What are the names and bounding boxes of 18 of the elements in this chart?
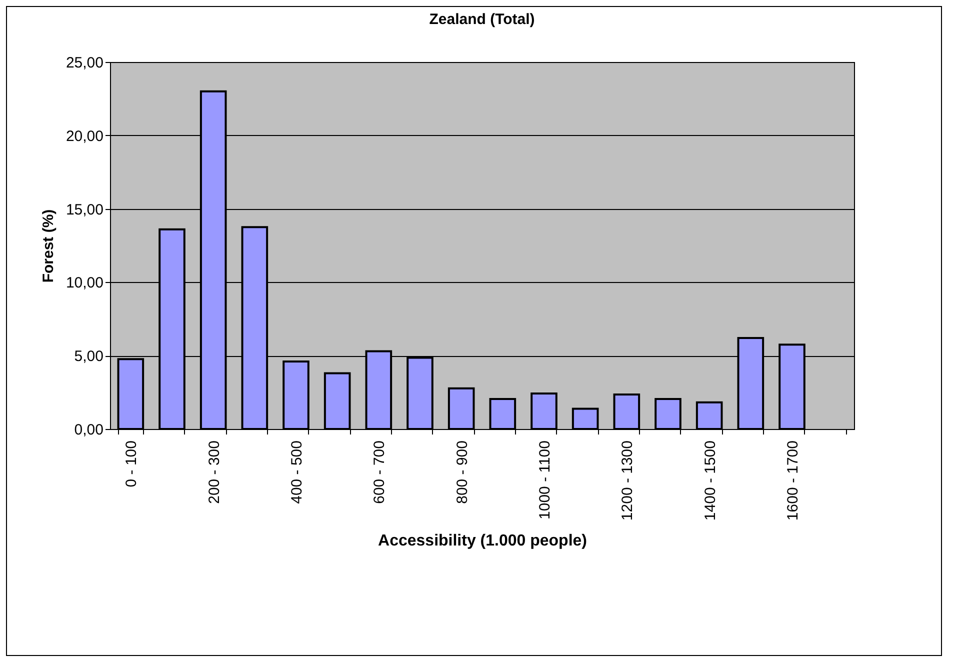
x-tick-label: 1600 - 1700 <box>784 440 802 521</box>
y-tick-label: 20,00 <box>66 128 104 145</box>
x-tick-label: 600 - 700 <box>371 440 388 504</box>
x-tick-label: 400 - 500 <box>288 440 306 504</box>
x-tick-label: 1200 - 1300 <box>619 440 636 521</box>
x-tick-label: 1400 - 1500 <box>702 440 719 521</box>
x-tick-label: 800 - 900 <box>454 440 471 504</box>
x-tick-label: 0 - 100 <box>123 440 140 488</box>
x-axis-title: Accessibility (1.000 people) <box>378 532 587 550</box>
chart-title: Zealand (Total) <box>429 11 535 28</box>
y-tick-label: 15,00 <box>66 201 104 218</box>
y-tick-label: 0,00 <box>74 422 104 438</box>
x-tick-label: 1000 - 1100 <box>536 440 554 520</box>
y-tick-label: 25,00 <box>66 54 104 72</box>
y-tick-label: 5,00 <box>74 348 104 366</box>
y-axis-title: Forest (%) <box>40 209 57 283</box>
y-tick-label: 10,00 <box>66 274 104 292</box>
x-tick-label: 200 - 300 <box>206 440 223 504</box>
